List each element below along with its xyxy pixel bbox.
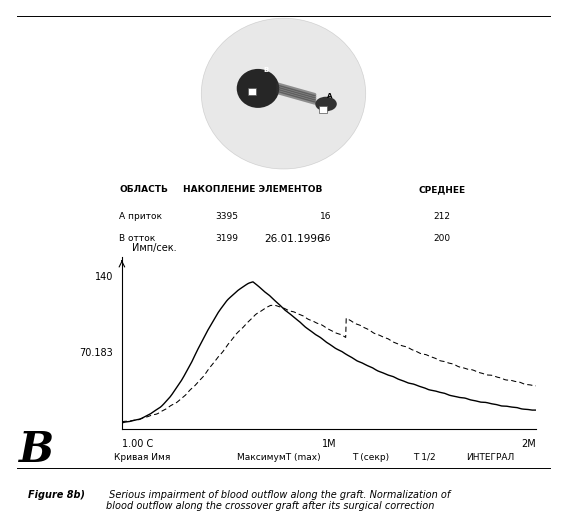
Text: А приток: А приток — [119, 212, 162, 222]
Text: ИНТЕГРАЛ: ИНТЕГРАЛ — [466, 453, 514, 462]
Text: В отток: В отток — [119, 234, 155, 243]
Text: МаксимумТ (max): МаксимумТ (max) — [238, 453, 321, 462]
Bar — [248, 88, 256, 95]
Text: 1.00 С: 1.00 С — [122, 439, 153, 449]
Text: Т 1/2: Т 1/2 — [413, 453, 435, 462]
Ellipse shape — [237, 69, 279, 108]
Text: Имп/сек.: Имп/сек. — [132, 243, 177, 253]
Text: 16: 16 — [320, 212, 332, 222]
Text: Figure 8b): Figure 8b) — [28, 490, 86, 500]
Text: B: B — [264, 67, 269, 73]
Text: 212: 212 — [434, 212, 451, 222]
Text: 16: 16 — [320, 234, 332, 243]
Text: 26.01.1996: 26.01.1996 — [265, 235, 324, 244]
Text: 2М: 2М — [521, 439, 536, 449]
Text: A: A — [327, 93, 333, 99]
Ellipse shape — [315, 97, 337, 111]
Text: 1М: 1М — [321, 439, 336, 449]
Text: 3395: 3395 — [215, 212, 238, 222]
Text: НАКОПЛЕНИЕ ЭЛЕМЕНТОВ: НАКОПЛЕНИЕ ЭЛЕМЕНТОВ — [183, 185, 322, 194]
Text: 200: 200 — [434, 234, 451, 243]
Text: 70.183: 70.183 — [79, 348, 113, 358]
Text: Кривая Имя: Кривая Имя — [115, 453, 171, 462]
Text: Т (секр): Т (секр) — [352, 453, 389, 462]
Text: СРЕДНЕЕ: СРЕДНЕЕ — [418, 185, 466, 194]
Circle shape — [201, 18, 366, 169]
Text: B: B — [19, 429, 54, 471]
Text: Serious impairment of blood outflow along the graft. Normalization of
blood outf: Serious impairment of blood outflow alon… — [106, 490, 450, 512]
Text: 3199: 3199 — [215, 234, 238, 243]
Text: ОБЛАСТЬ: ОБЛАСТЬ — [119, 185, 168, 194]
Text: 140: 140 — [95, 272, 113, 282]
Bar — [319, 106, 327, 113]
